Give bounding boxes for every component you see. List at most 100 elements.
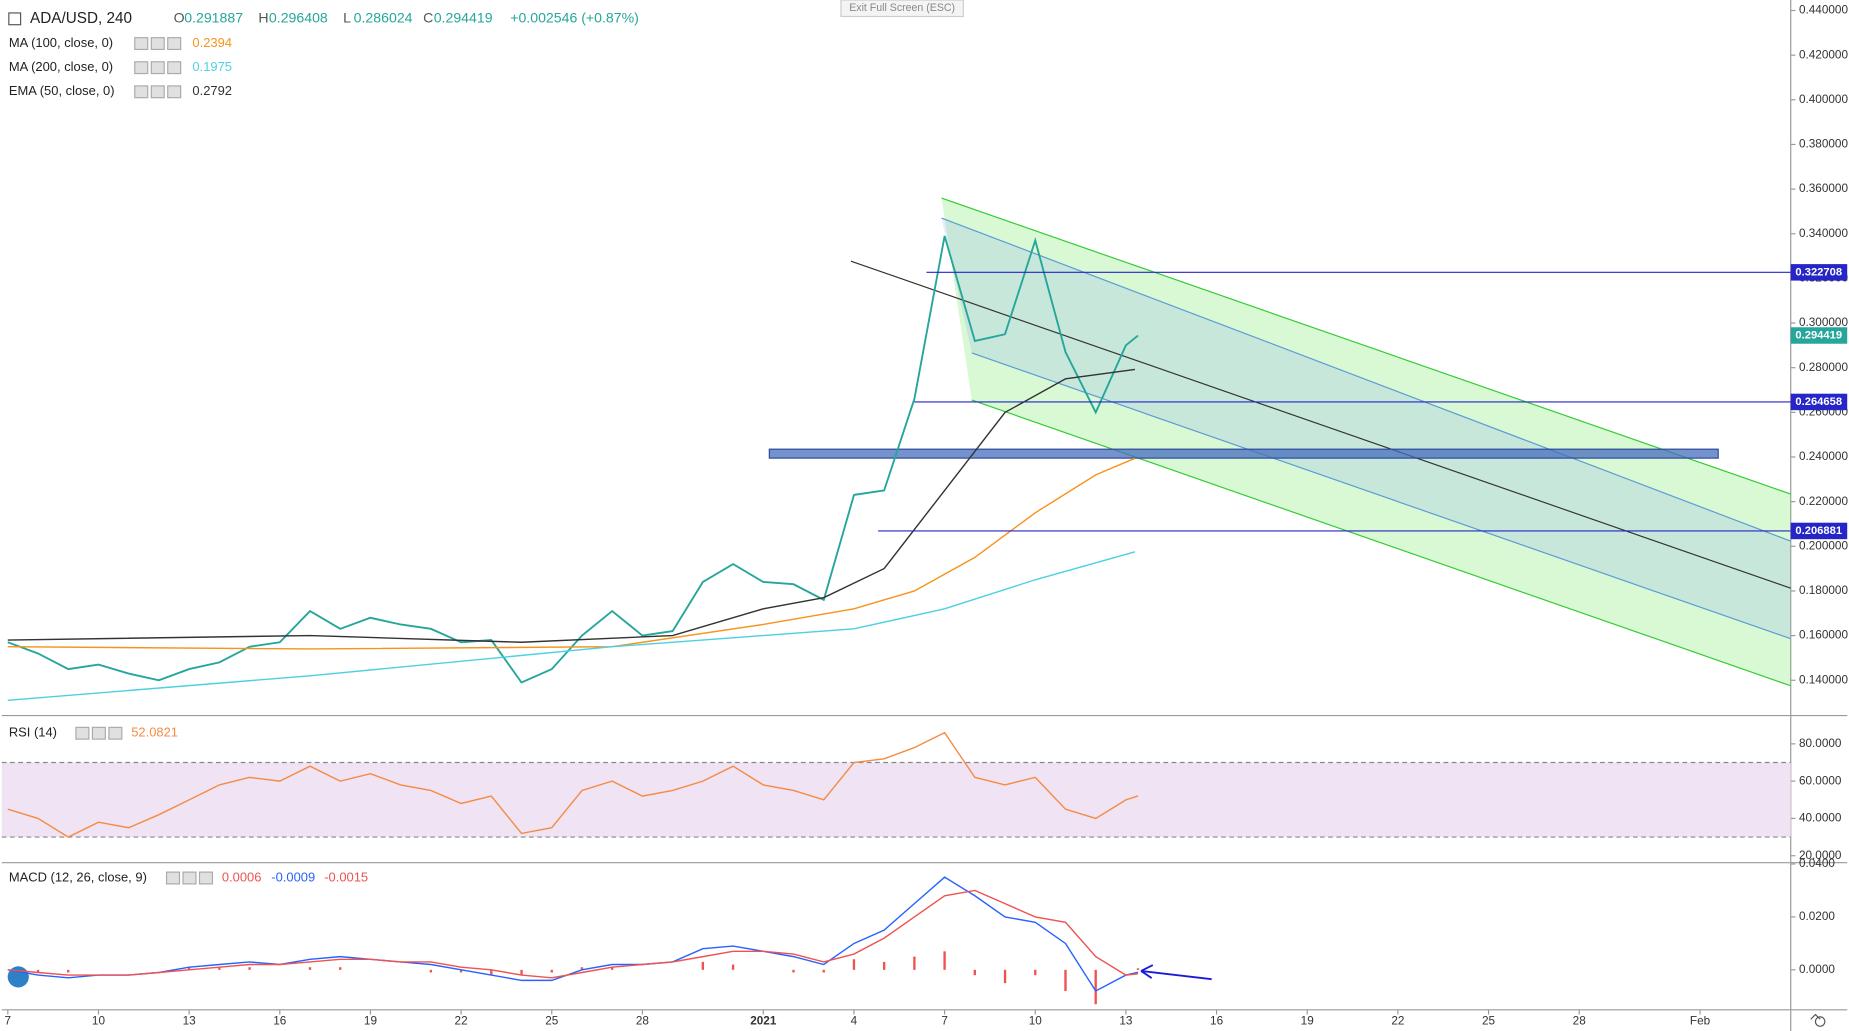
x-tick-label: 7 <box>941 1015 948 1028</box>
indicator-icon[interactable] <box>134 61 149 75</box>
y-tick-label: 0.420000 <box>1799 48 1848 61</box>
indicator-value: 0.1975 <box>192 59 232 74</box>
y-tick-label: 0.0400 <box>1799 857 1835 870</box>
indicator-name: MA (100, close, 0) <box>9 35 113 50</box>
x-tick-label: 4 <box>851 1015 858 1028</box>
y-tick-label: 0.200000 <box>1799 539 1848 552</box>
x-tick-label: 7 <box>5 1015 12 1028</box>
y-tick-label: 20.0000 <box>1799 849 1842 862</box>
ohlc-key: L <box>343 10 351 26</box>
x-tick-label: 19 <box>364 1015 377 1028</box>
indicator-name: RSI (14) <box>9 725 57 740</box>
y-tick-label: 0.300000 <box>1799 316 1848 329</box>
indicator-value: 0.2792 <box>192 83 232 98</box>
y-tick-label: 0.340000 <box>1799 227 1848 240</box>
ohlc-value: 0.286024 <box>354 10 413 26</box>
indicator-icon[interactable] <box>134 37 149 51</box>
level-tag <box>1790 522 1848 540</box>
channel-fill <box>941 198 1791 686</box>
settings-icon[interactable] <box>1814 1016 1826 1027</box>
ohlc-value: 0.296408 <box>269 10 328 26</box>
ohlc-value: 0.291887 <box>184 10 243 26</box>
x-tick-label: 10 <box>1029 1015 1043 1028</box>
symbol[interactable]: ADA/USD, 240 <box>30 10 132 27</box>
indicator-icon[interactable] <box>182 871 197 885</box>
channel-fill <box>941 218 1791 639</box>
indicator-icon[interactable] <box>150 85 165 99</box>
level-label: 0.322708 <box>1795 266 1842 278</box>
series-line <box>7 551 1136 701</box>
indicator-icon[interactable] <box>167 37 182 51</box>
level-label: 0.206881 <box>1795 525 1842 537</box>
x-tick-label: 25 <box>1482 1015 1496 1028</box>
series-line <box>7 876 1139 992</box>
x-tick-label: 13 <box>1119 1015 1133 1028</box>
level-label: 0.264658 <box>1795 396 1842 408</box>
price-change: +0.002546 (+0.87%) <box>510 10 639 26</box>
x-tick-label: 2021 <box>750 1015 777 1028</box>
x-tick-label: 28 <box>1573 1015 1587 1028</box>
y-tick-label: 60.0000 <box>1799 774 1842 787</box>
x-tick-label: 28 <box>636 1015 650 1028</box>
rsi-band <box>1 762 1791 838</box>
indicator-value: 0.2394 <box>192 35 232 50</box>
current-price-label: 0.294419 <box>1795 329 1842 341</box>
ohlc-value: 0.294419 <box>434 10 493 26</box>
exit-button-label[interactable]: Exit Full Screen (ESC) <box>849 2 955 14</box>
trendline <box>971 352 1791 640</box>
indicator-icon[interactable] <box>75 726 90 740</box>
y-tick-label: 0.0000 <box>1799 963 1835 976</box>
y-tick-label: 0.140000 <box>1799 673 1848 686</box>
y-tick-label: 0.400000 <box>1799 93 1848 106</box>
indicator-icon[interactable] <box>167 85 182 99</box>
series-line <box>7 457 1136 650</box>
y-tick-label: 0.380000 <box>1799 138 1848 151</box>
exit-button[interactable] <box>840 0 964 18</box>
indicator-icon[interactable] <box>108 726 123 740</box>
indicator-value: 0.0006 <box>222 869 262 884</box>
y-tick-label: 0.220000 <box>1799 495 1848 508</box>
series-line <box>7 368 1136 643</box>
indicator-icon[interactable] <box>150 61 165 75</box>
current-price-tag <box>1790 327 1848 344</box>
series-line <box>7 889 1139 979</box>
y-tick-label: 0.180000 <box>1799 584 1848 597</box>
indicator-name: MA (200, close, 0) <box>9 59 113 74</box>
y-tick-label: 40.0000 <box>1799 812 1842 825</box>
indicator-icon[interactable] <box>198 871 214 885</box>
ohlc-key: O <box>174 10 185 26</box>
plot-layer: 7 10 13 16 19 22 25 28 2021 4 7 10 13 16 19 22 25 28 Feb 0.… <box>1 4 1848 1028</box>
collapse-icon[interactable] <box>8 12 22 26</box>
indicator-icon[interactable] <box>150 37 165 51</box>
indicator-name: MACD (12, 26, close, 9) <box>9 869 147 884</box>
indicator-value: -0.0015 <box>324 869 368 884</box>
indicator-value: 52.0821 <box>131 725 178 740</box>
y-tick-label: 0.360000 <box>1799 182 1848 195</box>
indicator-icon[interactable] <box>91 726 106 740</box>
trendline <box>941 197 1791 495</box>
x-tick-label: 19 <box>1301 1015 1314 1028</box>
y-tick-label: 0.280000 <box>1799 361 1848 374</box>
trendline <box>850 260 1791 589</box>
indicator-name: EMA (50, close, 0) <box>9 83 115 98</box>
indicator-icon[interactable] <box>167 61 182 75</box>
ohlc-key: C <box>423 10 433 26</box>
x-tick-label: 25 <box>545 1015 559 1028</box>
y-tick-label: 0.440000 <box>1799 4 1848 17</box>
level-tag <box>1790 264 1848 281</box>
indicator-icon[interactable] <box>134 85 149 99</box>
indicator-icon[interactable] <box>165 871 181 885</box>
series-line <box>7 731 1139 838</box>
trendline <box>971 399 1791 687</box>
support-zone <box>768 448 1719 459</box>
x-tick-label: 13 <box>183 1015 197 1028</box>
y-tick-label: 0.160000 <box>1799 629 1848 642</box>
settings-icon[interactable] <box>1810 1013 1821 1020</box>
x-tick-label: 22 <box>1391 1015 1404 1028</box>
indicator-value: -0.0009 <box>271 869 315 884</box>
x-tick-label: 22 <box>455 1015 468 1028</box>
y-tick-label: 0.0200 <box>1799 910 1835 923</box>
y-tick-label: 0.240000 <box>1799 450 1848 463</box>
annotation-arrow <box>1140 964 1212 981</box>
